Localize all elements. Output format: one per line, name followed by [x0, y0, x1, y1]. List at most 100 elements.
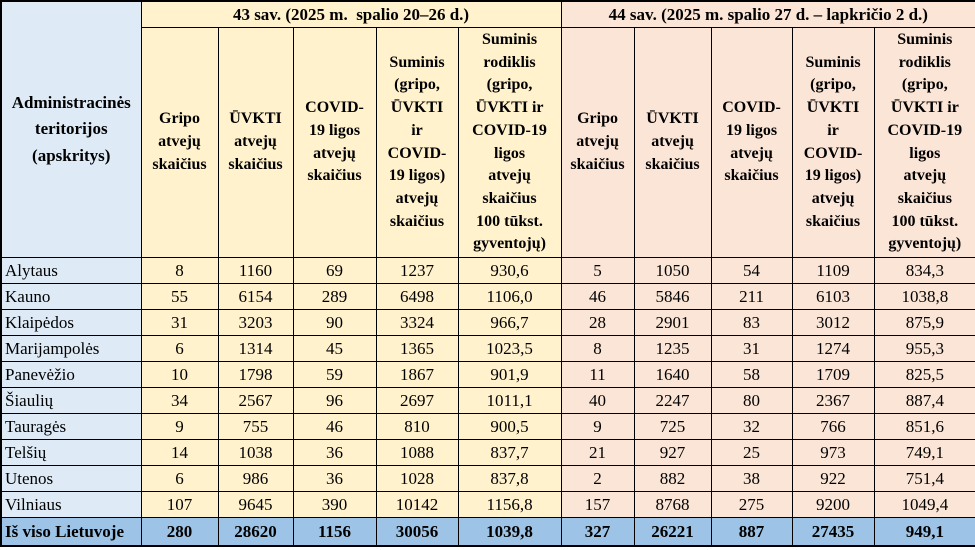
value-cell: 390 — [292, 491, 377, 518]
value-cell: 930,6 — [457, 257, 562, 284]
value-cell: 2 — [560, 465, 635, 492]
value-cell: 2367 — [791, 387, 875, 414]
value-cell: 46 — [292, 413, 377, 440]
table-row: Marijampolės 6 1314 45 1365 1023,5 8 1235 31 1274… — [0, 335, 975, 362]
value-cell: 1038,8 — [873, 283, 975, 310]
table-row: Utenos 6 986 36 1028 837,8 2 882 38 922 751,4 — [0, 465, 975, 492]
total-value-cell: 1039,8 — [457, 517, 562, 547]
value-cell: 6498 — [375, 283, 459, 310]
value-cell: 36 — [292, 439, 377, 466]
value-cell: 986 — [217, 465, 294, 492]
value-cell: 751,4 — [873, 465, 975, 492]
week43-group-header: 43 sav. (2025 m. spalio 20–26 d.) — [140, 0, 562, 28]
value-cell: 1011,1 — [457, 387, 562, 414]
territory-cell: Marijampolės — [0, 335, 142, 362]
col-header-w43-covid: COVID- 19 ligos atvejų skaičius — [292, 27, 377, 258]
value-cell: 6103 — [791, 283, 875, 310]
value-cell: 31 — [710, 335, 793, 362]
value-cell: 9 — [560, 413, 635, 440]
value-cell: 755 — [217, 413, 294, 440]
value-cell: 927 — [633, 439, 712, 466]
value-cell: 810 — [375, 413, 459, 440]
value-cell: 1867 — [375, 361, 459, 388]
col-header-w44-rodiklis: Suminis rodiklis (gripo, ŪVKTI ir COVID-… — [873, 27, 975, 258]
value-cell: 1235 — [633, 335, 712, 362]
value-cell: 90 — [292, 309, 377, 336]
value-cell: 2901 — [633, 309, 712, 336]
value-cell: 1109 — [791, 257, 875, 284]
value-cell: 28 — [560, 309, 635, 336]
value-cell: 1023,5 — [457, 335, 562, 362]
value-cell: 46 — [560, 283, 635, 310]
territory-cell: Panevėžio — [0, 361, 142, 388]
col-header-w44-gripo: Gripo atvejų skaičius — [560, 27, 635, 258]
table-row: Klaipėdos 31 3203 90 3324 966,7 28 2901 83 3012 87… — [0, 309, 975, 336]
value-cell: 1274 — [791, 335, 875, 362]
value-cell: 955,3 — [873, 335, 975, 362]
total-value-cell: 1156 — [292, 517, 377, 547]
value-cell: 8 — [560, 335, 635, 362]
value-cell: 275 — [710, 491, 793, 518]
col-header-w44-covid: COVID- 19 ligos atvejų skaičius — [710, 27, 793, 258]
value-cell: 10 — [140, 361, 219, 388]
value-cell: 851,6 — [873, 413, 975, 440]
value-cell: 1050 — [633, 257, 712, 284]
col-header-w43-uvkti: ŪVKTI atvejų skaičius — [217, 27, 294, 258]
col-header-w43-gripo: Gripo atvejų skaičius — [140, 27, 219, 258]
value-cell: 3012 — [791, 309, 875, 336]
value-cell: 837,8 — [457, 465, 562, 492]
value-cell: 1049,4 — [873, 491, 975, 518]
value-cell: 1798 — [217, 361, 294, 388]
value-cell: 1709 — [791, 361, 875, 388]
value-cell: 38 — [710, 465, 793, 492]
value-cell: 21 — [560, 439, 635, 466]
value-cell: 83 — [710, 309, 793, 336]
value-cell: 973 — [791, 439, 875, 466]
value-cell: 8 — [140, 257, 219, 284]
value-cell: 80 — [710, 387, 793, 414]
value-cell: 5846 — [633, 283, 712, 310]
value-cell: 966,7 — [457, 309, 562, 336]
value-cell: 1028 — [375, 465, 459, 492]
value-cell: 9645 — [217, 491, 294, 518]
value-cell: 10142 — [375, 491, 459, 518]
value-cell: 6154 — [217, 283, 294, 310]
col-header-w43-suminis: Suminis (gripo, ŪVKTI ir COVID- 19 ligos… — [375, 27, 459, 258]
value-cell: 2697 — [375, 387, 459, 414]
value-cell: 58 — [710, 361, 793, 388]
value-cell: 25 — [710, 439, 793, 466]
total-value-cell: 280 — [140, 517, 219, 547]
total-value-cell: 30056 — [375, 517, 459, 547]
table-footer: Iš viso Lietuvoje 280 28620 1156 30056 1… — [0, 517, 975, 547]
value-cell: 289 — [292, 283, 377, 310]
value-cell: 32 — [710, 413, 793, 440]
group-header-row: Administracinės teritorijos (apskritys) … — [0, 0, 975, 258]
column-header-row: Gripo atvejų skaičius ŪVKTI atvejų skaič… — [1, 27, 975, 258]
table-row: Šiaulių 34 2567 96 2697 1011,1 40 2247 80 2367 887… — [0, 387, 975, 414]
value-cell: 1106,0 — [457, 283, 562, 310]
territory-cell: Vilniaus — [0, 491, 142, 518]
value-cell: 157 — [560, 491, 635, 518]
total-value-cell: 27435 — [791, 517, 875, 547]
value-cell: 2247 — [633, 387, 712, 414]
total-row: Iš viso Lietuvoje 280 28620 1156 30056 1… — [0, 517, 975, 547]
value-cell: 6 — [140, 465, 219, 492]
table-row: Tauragės 9 755 46 810 900,5 9 725 32 766 851,6 — [0, 413, 975, 440]
value-cell: 749,1 — [873, 439, 975, 466]
value-cell: 9200 — [791, 491, 875, 518]
table-row: Vilniaus 107 9645 390 10142 1156,8 157 8768 275 9… — [0, 491, 975, 518]
value-cell: 837,7 — [457, 439, 562, 466]
value-cell: 14 — [140, 439, 219, 466]
value-cell: 2567 — [217, 387, 294, 414]
value-cell: 55 — [140, 283, 219, 310]
value-cell: 1640 — [633, 361, 712, 388]
col-header-w44-suminis: Suminis (gripo, ŪVKTI ir COVID- 19 ligos… — [791, 27, 875, 258]
value-cell: 54 — [710, 257, 793, 284]
value-cell: 8768 — [633, 491, 712, 518]
value-cell: 59 — [292, 361, 377, 388]
territory-cell: Alytaus — [0, 257, 142, 284]
corner-header-cell: Administracinės teritorijos (apskritys) — [0, 0, 142, 258]
value-cell: 1088 — [375, 439, 459, 466]
